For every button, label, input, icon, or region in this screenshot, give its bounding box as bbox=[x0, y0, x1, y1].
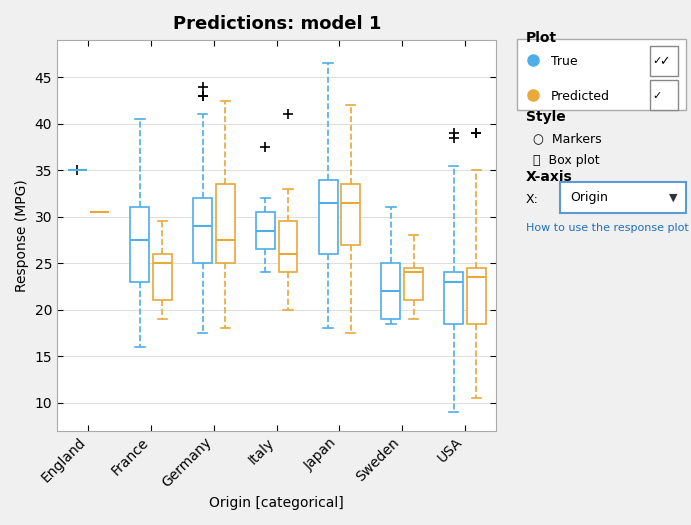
PathPatch shape bbox=[467, 268, 486, 323]
FancyBboxPatch shape bbox=[517, 39, 685, 110]
PathPatch shape bbox=[404, 268, 423, 300]
Text: X:: X: bbox=[526, 193, 538, 206]
Text: ✓: ✓ bbox=[652, 90, 662, 101]
Text: How to use the response plot: How to use the response plot bbox=[526, 223, 688, 234]
Text: Plot: Plot bbox=[526, 31, 557, 45]
Text: ✓: ✓ bbox=[652, 56, 662, 67]
FancyBboxPatch shape bbox=[650, 46, 679, 76]
Title: Predictions: model 1: Predictions: model 1 bbox=[173, 15, 381, 33]
PathPatch shape bbox=[381, 263, 400, 319]
Text: ▼: ▼ bbox=[670, 193, 678, 203]
PathPatch shape bbox=[153, 254, 172, 300]
PathPatch shape bbox=[319, 180, 338, 254]
Text: X-axis: X-axis bbox=[526, 170, 572, 184]
Y-axis label: Response (MPG): Response (MPG) bbox=[15, 179, 29, 292]
Text: ⦿  Box plot: ⦿ Box plot bbox=[533, 154, 600, 166]
Text: ○  Markers: ○ Markers bbox=[533, 133, 602, 145]
X-axis label: Origin [categorical]: Origin [categorical] bbox=[209, 496, 344, 510]
Text: True: True bbox=[551, 56, 578, 68]
FancyBboxPatch shape bbox=[560, 182, 685, 213]
PathPatch shape bbox=[193, 198, 212, 263]
PathPatch shape bbox=[256, 212, 275, 249]
PathPatch shape bbox=[131, 207, 149, 282]
PathPatch shape bbox=[216, 184, 235, 263]
PathPatch shape bbox=[444, 272, 463, 323]
Text: Predicted: Predicted bbox=[551, 90, 610, 102]
FancyBboxPatch shape bbox=[650, 80, 679, 110]
Text: Origin: Origin bbox=[571, 192, 609, 204]
Text: Style: Style bbox=[526, 110, 565, 124]
PathPatch shape bbox=[278, 222, 297, 272]
Text: ✓: ✓ bbox=[659, 56, 669, 68]
PathPatch shape bbox=[341, 184, 360, 245]
